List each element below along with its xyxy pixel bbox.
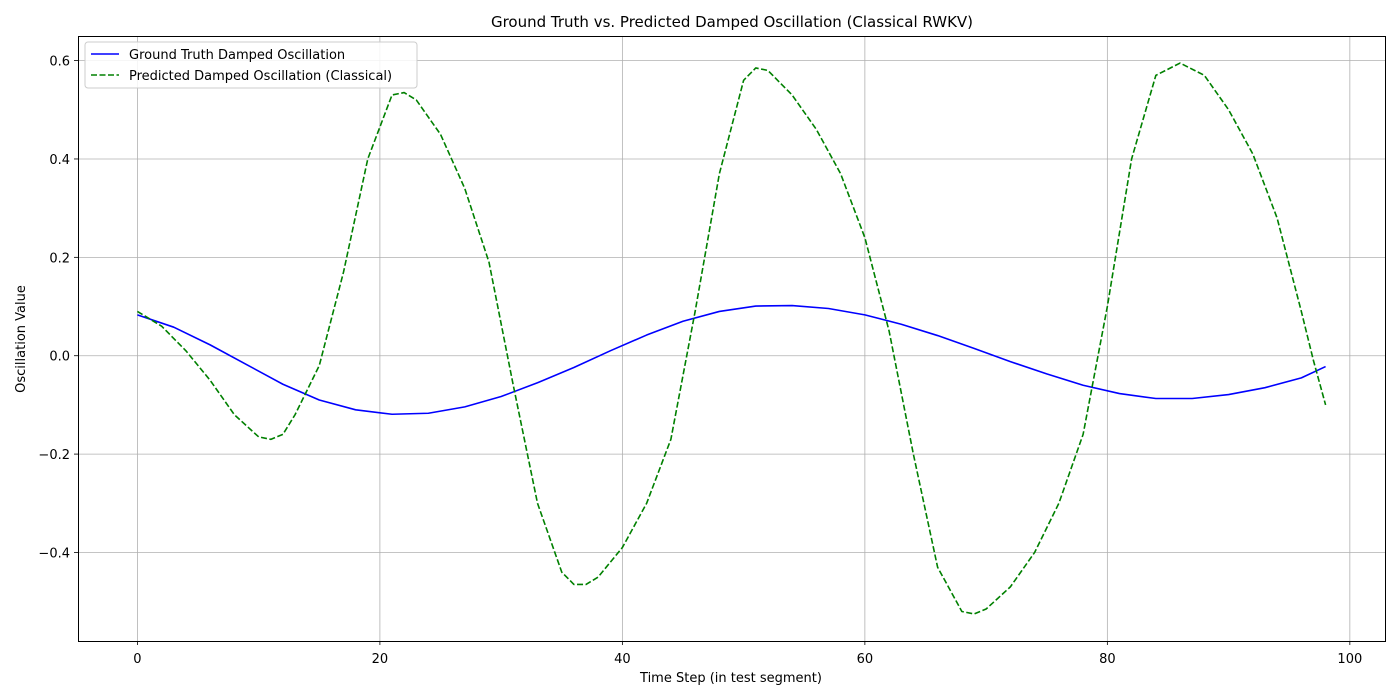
y-tick-label: 0.4 — [49, 153, 70, 168]
x-tick-label: 0 — [133, 652, 141, 667]
y-axis: −0.4 −0.2 0.0 0.2 0.4 0.6 — [38, 55, 78, 561]
chart-title: Ground Truth vs. Predicted Damped Oscill… — [491, 13, 973, 31]
y-axis-label: Oscillation Value — [14, 285, 29, 393]
x-axis: 0 20 40 60 80 100 — [133, 641, 1362, 667]
x-tick-label: 100 — [1337, 652, 1362, 667]
plot-frame — [78, 36, 1386, 642]
y-tick-label: 0.2 — [49, 251, 70, 266]
plot-series — [136, 62, 1327, 615]
y-tick-label: −0.4 — [38, 546, 70, 561]
x-tick-label: 40 — [614, 652, 631, 667]
legend-box — [84, 41, 418, 89]
x-tick-label: 60 — [857, 652, 874, 667]
legend-label: Predicted Damped Oscillation (Classical) — [129, 69, 392, 84]
x-tick-label: 80 — [1099, 652, 1116, 667]
series-line-predicted — [136, 62, 1327, 615]
y-tick-label: 0.6 — [49, 55, 70, 70]
x-tick-label: 20 — [372, 652, 389, 667]
series-line-ground-truth — [137, 304, 1326, 416]
x-axis-label: Time Step (in test segment) — [639, 671, 822, 686]
y-tick-label: −0.2 — [38, 448, 70, 463]
legend-label: Ground Truth Damped Oscillation — [129, 48, 345, 63]
y-tick-label: 0.0 — [49, 350, 70, 365]
legend: Ground Truth Damped Oscillation Predicted… — [84, 41, 418, 89]
